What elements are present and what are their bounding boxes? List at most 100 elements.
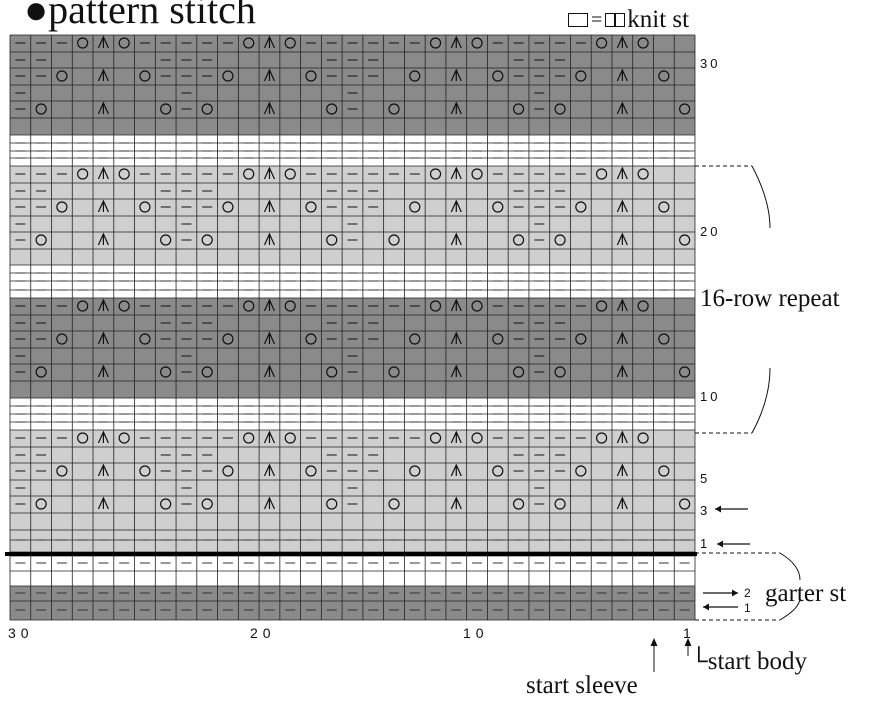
yarn-over-icon-b3-r2-c9 bbox=[201, 498, 213, 510]
yarn-over-icon-b1-r1-c10 bbox=[222, 201, 234, 213]
decrease-icon-b1-r2-c29 bbox=[616, 232, 628, 246]
yarn-over-icon-b1-r2-c1 bbox=[35, 234, 47, 246]
yarn-over-icon-b2-r1-c6 bbox=[139, 333, 151, 345]
yarn-over-icon-b2-r0-c28 bbox=[595, 300, 608, 312]
yarn-over-icon-b1-r2-c15 bbox=[326, 234, 338, 246]
yarn-over-icon-b0-r1-c10 bbox=[222, 70, 234, 82]
yarn-over-icon-b0-r0-c11 bbox=[243, 37, 255, 49]
decrease-icon-b1-r1-c12 bbox=[263, 199, 276, 213]
decrease-icon-b2-r2-c21 bbox=[450, 364, 462, 378]
row-number-20: 20 bbox=[700, 224, 721, 239]
yarn-over-icon-b3-r1-c6 bbox=[139, 465, 151, 477]
row-1-arrow-head bbox=[717, 540, 723, 548]
decrease-icon-b0-r1-c29 bbox=[616, 68, 628, 82]
yarn-over-icon-b3-r2-c24 bbox=[512, 498, 525, 510]
decrease-icon-b2-r0-c12 bbox=[263, 298, 276, 312]
yarn-over-icon-b0-r2-c18 bbox=[388, 103, 400, 115]
decrease-icon-b2-r2-c29 bbox=[616, 364, 628, 378]
yarn-over-icon-b2-r0-c30 bbox=[637, 300, 649, 312]
yarn-over-icon-b1-r2-c7 bbox=[160, 234, 172, 246]
yarn-over-icon-b3-r1-c10 bbox=[222, 465, 234, 477]
row-number-1: 1 bbox=[700, 536, 711, 551]
yarn-over-icon-b2-r1-c27 bbox=[575, 333, 587, 345]
yarn-over-icon-b0-r1-c19 bbox=[409, 70, 421, 82]
yarn-over-icon-b0-r1-c23 bbox=[492, 70, 504, 82]
yarn-over-icon-b2-r0-c5 bbox=[118, 300, 130, 312]
garter-label: garter st bbox=[765, 580, 847, 607]
decrease-icon-b2-r2-c4 bbox=[97, 364, 109, 378]
decrease-icon-b2-r0-c21 bbox=[450, 298, 462, 312]
yarn-over-icon-b1-r1-c6 bbox=[139, 201, 151, 213]
yarn-over-icon-b1-r2-c24 bbox=[512, 234, 525, 246]
decrease-icon-b2-r0-c29 bbox=[616, 298, 628, 312]
yarn-over-icon-b1-r1-c2 bbox=[56, 201, 68, 213]
yarn-over-icon-b3-r1-c19 bbox=[409, 465, 421, 477]
row-number-10: 10 bbox=[700, 389, 721, 404]
repeat-curve-bottom bbox=[751, 367, 771, 434]
yarn-over-icon-b0-r2-c7 bbox=[160, 103, 172, 115]
yarn-over-icon-b3-r1-c2 bbox=[56, 465, 68, 477]
col-number-30: 30 bbox=[8, 625, 34, 641]
yarn-over-icon-b2-r2-c9 bbox=[201, 366, 213, 378]
garter-row-1-arrow-head bbox=[703, 603, 709, 611]
decrease-icon-b1-r1-c4 bbox=[97, 199, 109, 213]
yarn-over-icon-b3-r1-c27 bbox=[575, 465, 587, 477]
row-number-30: 30 bbox=[700, 56, 721, 71]
row-number-5: 5 bbox=[700, 471, 711, 486]
yarn-over-icon-b1-r0-c22 bbox=[471, 168, 483, 180]
garter-row-number-2: 2 bbox=[744, 586, 754, 600]
col-number-20: 20 bbox=[250, 625, 276, 641]
start-sleeve-arrow-head bbox=[650, 638, 658, 646]
decrease-icon-b2-r0-c4 bbox=[97, 298, 109, 312]
repeat-curve-top bbox=[751, 165, 771, 229]
yarn-over-icon-b2-r1-c23 bbox=[492, 333, 504, 345]
decrease-icon-b0-r0-c12 bbox=[263, 35, 276, 49]
yarn-over-icon-b1-r2-c9 bbox=[201, 234, 213, 246]
decrease-icon-b2-r1-c12 bbox=[263, 331, 276, 345]
yarn-over-icon-b0-r0-c22 bbox=[471, 37, 483, 49]
legend-empty-square-icon bbox=[568, 13, 588, 27]
yarn-over-icon-b2-r0-c13 bbox=[284, 300, 296, 312]
col-number-1: 1 bbox=[683, 625, 696, 641]
start-body-label: └start body bbox=[690, 648, 808, 675]
yarn-over-icon-b2-r1-c31 bbox=[658, 333, 670, 345]
decrease-icon-b1-r1-c29 bbox=[616, 199, 628, 213]
garter-curve bbox=[779, 552, 801, 621]
decrease-icon-b3-r2-c12 bbox=[263, 496, 276, 510]
decrease-icon-b0-r2-c29 bbox=[616, 101, 628, 115]
yarn-over-icon-b3-r2-c1 bbox=[35, 498, 47, 510]
decrease-icon-b1-r2-c21 bbox=[450, 232, 462, 246]
decrease-icon-b1-r0-c4 bbox=[97, 166, 109, 180]
garter-band-bottom bbox=[10, 586, 695, 620]
yarn-over-icon-b1-r1-c27 bbox=[575, 201, 587, 213]
yarn-over-icon-b3-r0-c20 bbox=[429, 432, 442, 444]
yarn-over-icon-b3-r0-c5 bbox=[118, 432, 130, 444]
decrease-icon-b3-r0-c29 bbox=[616, 430, 628, 444]
yarn-over-icon-b3-r2-c32 bbox=[679, 498, 691, 510]
yarn-over-icon-b1-r2-c18 bbox=[388, 234, 400, 246]
yarn-over-icon-b1-r0-c5 bbox=[118, 168, 130, 180]
garter-row-number-1: 1 bbox=[744, 601, 754, 615]
yarn-over-icon-b2-r2-c7 bbox=[160, 366, 172, 378]
yarn-over-icon-b0-r2-c24 bbox=[512, 103, 525, 115]
yarn-over-icon-b0-r0-c3 bbox=[77, 37, 89, 49]
yarn-over-icon-b2-r0-c11 bbox=[243, 300, 255, 312]
yarn-over-icon-b1-r0-c20 bbox=[429, 168, 442, 180]
yarn-over-icon-b0-r2-c15 bbox=[326, 103, 338, 115]
decrease-icon-b2-r1-c29 bbox=[616, 331, 628, 345]
decrease-icon-b2-r2-c12 bbox=[263, 364, 276, 378]
decrease-icon-b3-r0-c21 bbox=[450, 430, 462, 444]
yarn-over-icon-b2-r0-c22 bbox=[471, 300, 483, 312]
decrease-icon-b2-r1-c4 bbox=[97, 331, 109, 345]
yarn-over-icon-b0-r0-c20 bbox=[429, 37, 442, 49]
yarn-over-icon-b2-r2-c26 bbox=[554, 366, 566, 378]
legend-label: knit st bbox=[627, 6, 690, 33]
decrease-icon-b3-r2-c29 bbox=[616, 496, 628, 510]
decrease-icon-b1-r0-c21 bbox=[450, 166, 462, 180]
decrease-icon-b1-r1-c21 bbox=[450, 199, 462, 213]
yarn-over-icon-b2-r2-c15 bbox=[326, 366, 338, 378]
decrease-icon-b3-r1-c21 bbox=[450, 463, 462, 477]
yarn-over-icon-b2-r0-c3 bbox=[77, 300, 89, 312]
decrease-icon-b0-r2-c21 bbox=[450, 101, 462, 115]
yarn-over-icon-b0-r2-c9 bbox=[201, 103, 213, 115]
